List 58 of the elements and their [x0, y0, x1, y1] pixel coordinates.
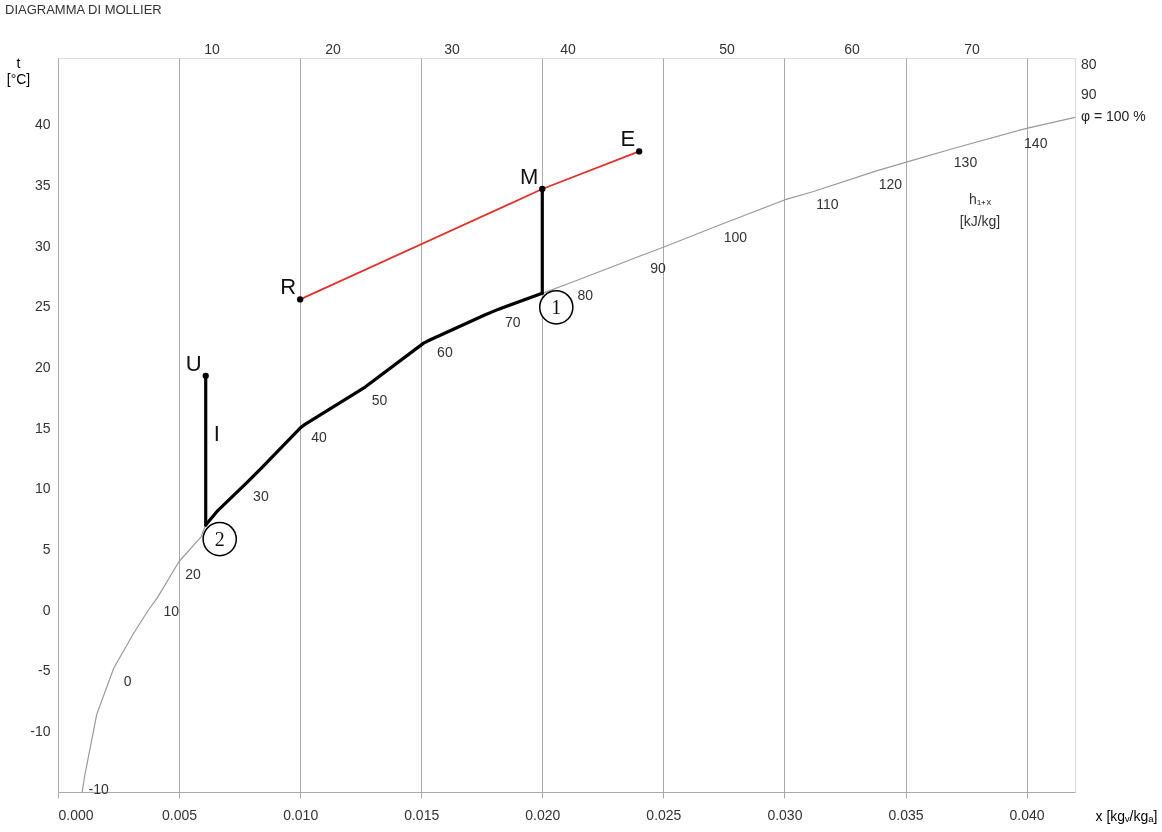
- annotation: 120: [878, 175, 903, 192]
- annotation: 140: [1024, 134, 1048, 151]
- y-axis-title: t [°C]: [6, 54, 31, 87]
- annotation: I: [213, 421, 220, 447]
- annotation: U: [185, 350, 202, 376]
- annotation: 70: [504, 314, 521, 331]
- y-tick-label: 0: [42, 601, 51, 618]
- x-tick-label: 0.010: [283, 806, 319, 823]
- y-tick-label: 30: [34, 237, 51, 254]
- annotation: 60: [437, 344, 453, 361]
- y-tick-label: 40: [34, 116, 51, 133]
- text: 70: [964, 41, 980, 57]
- y-tick-label: 35: [34, 176, 51, 193]
- y-tick-label: 10: [34, 480, 51, 497]
- annotation: 2: [214, 528, 225, 551]
- x-axis-title: x [kgᵥ/kgₐ]: [1095, 807, 1158, 824]
- annotation: 130: [953, 153, 978, 170]
- annotation: 30: [253, 487, 269, 504]
- annotation: 40: [311, 429, 327, 446]
- annotation: h₁₊ₓ: [968, 191, 992, 207]
- y-tick-label: 5: [42, 540, 51, 557]
- text: 30: [444, 41, 460, 57]
- annotation: 110: [816, 196, 839, 213]
- annotation: -10: [88, 781, 109, 798]
- y-tick-label: 25: [34, 298, 51, 315]
- x-tick-label: 0.035: [888, 806, 924, 823]
- text: 90: [1081, 86, 1097, 102]
- annotation: 1: [551, 296, 562, 319]
- annotation: 10: [163, 602, 180, 619]
- text: 10: [204, 41, 220, 57]
- text: 50: [719, 41, 735, 57]
- chart-title: DIAGRAMMA DI MOLLIER: [5, 2, 162, 17]
- series-label: φ = 100 %: [1081, 108, 1146, 125]
- annotation: 50: [371, 391, 388, 408]
- annotation: 100: [723, 229, 748, 246]
- annotation: 80: [577, 287, 594, 304]
- x-tick-label: 0.040: [1009, 806, 1045, 823]
- y-tick-label: 15: [34, 419, 51, 436]
- x-tick-label: 0.005: [162, 806, 198, 823]
- x-tick-label: 0.000: [58, 806, 94, 823]
- y-tick-label: 20: [34, 358, 51, 375]
- x-tick-label: 0.015: [404, 806, 440, 823]
- annotation: [kJ/kg]: [959, 213, 1001, 229]
- y-tick-label: -10: [30, 722, 51, 739]
- annotation: 90: [650, 259, 666, 276]
- annotation: E: [620, 126, 636, 152]
- x-tick-label: 0.020: [525, 806, 561, 823]
- text: 80: [1081, 56, 1097, 72]
- annotation: M: [519, 164, 539, 190]
- x-tick-label: 0.030: [767, 806, 803, 823]
- annotation: 20: [185, 566, 202, 583]
- text: 40: [560, 41, 576, 57]
- x-tick-label: 0.025: [646, 806, 682, 823]
- text: 20: [325, 41, 341, 57]
- text: 60: [844, 41, 860, 57]
- y-tick-label: -5: [38, 662, 51, 679]
- annotation: R: [280, 274, 297, 300]
- annotation: 0: [123, 673, 132, 690]
